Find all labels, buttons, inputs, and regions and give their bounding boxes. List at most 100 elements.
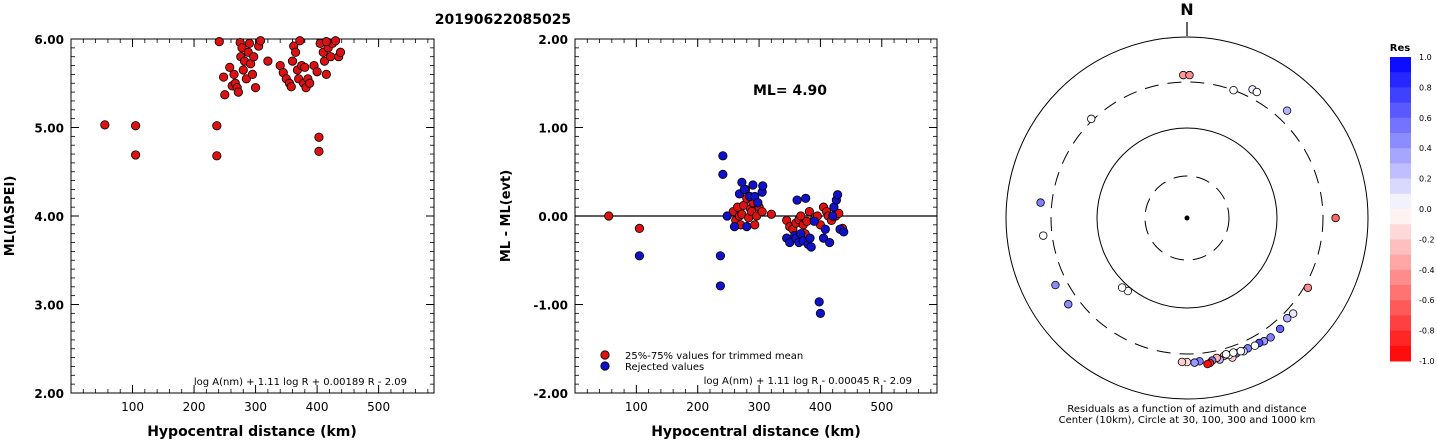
data-point <box>634 251 645 261</box>
ring-30km <box>1144 175 1230 261</box>
station-point <box>1250 341 1260 350</box>
colorbar-label: -0.2 <box>1419 235 1435 244</box>
data-point <box>287 56 298 66</box>
data-point <box>792 195 802 205</box>
data-point <box>739 184 749 195</box>
data-point <box>220 90 230 100</box>
colorbar-cell <box>1390 57 1411 73</box>
colorbar-cell <box>1390 102 1411 119</box>
panel1-x-ticks: 100 200 300 400 500 <box>82 39 429 414</box>
station-point <box>1229 86 1238 95</box>
data-point <box>804 206 814 217</box>
azimuth-caption-line1: Residuals as a function of azimuth and d… <box>1067 404 1306 415</box>
station-point <box>1252 87 1262 97</box>
data-point <box>312 67 322 77</box>
figure-title: 20190622085025 <box>435 12 571 28</box>
station-point <box>1283 314 1292 323</box>
data-point <box>212 151 222 161</box>
station-point <box>1064 300 1073 309</box>
station-point <box>1117 283 1127 292</box>
colorbar-cell <box>1390 254 1411 271</box>
x-tick-label: 300 <box>244 400 267 414</box>
data-point <box>300 62 310 72</box>
data-point <box>131 150 141 160</box>
data-point <box>314 132 324 142</box>
colorbar-cell <box>1390 224 1411 240</box>
station-point <box>1039 231 1048 240</box>
colorbar-cell <box>1390 330 1411 347</box>
colorbar-cell <box>1390 345 1411 362</box>
data-point <box>249 52 259 62</box>
y-tick-label: 1.00 <box>538 122 568 136</box>
colorbar-label: 0.8 <box>1419 83 1432 92</box>
data-point <box>100 120 110 130</box>
ring-300km <box>1050 81 1324 355</box>
data-point <box>750 220 760 230</box>
x-tick-label: 300 <box>748 400 771 414</box>
station-point <box>1203 359 1212 369</box>
colorbar-cell <box>1390 87 1411 104</box>
x-tick-label: 100 <box>625 400 648 414</box>
data-point <box>818 233 829 243</box>
station-point <box>1282 106 1292 115</box>
data-point <box>330 36 341 46</box>
data-point <box>225 62 235 72</box>
panel1-frame <box>70 38 435 394</box>
data-point <box>820 224 830 234</box>
data-point <box>237 43 247 53</box>
data-point <box>815 308 826 318</box>
data-point <box>785 237 795 248</box>
data-point <box>805 233 815 243</box>
data-point <box>729 222 740 232</box>
data-point <box>839 227 849 237</box>
colorbar-cells <box>1390 57 1411 362</box>
data-point <box>335 47 346 57</box>
colorbar-label: -0.6 <box>1419 296 1435 305</box>
panel1-points <box>100 36 346 161</box>
data-point <box>814 297 824 307</box>
data-point <box>722 211 732 221</box>
data-point <box>295 36 305 46</box>
data-point <box>715 251 726 261</box>
colorbar-cell <box>1390 239 1411 256</box>
data-point <box>796 211 806 221</box>
data-point <box>319 56 330 66</box>
colorbar-cell <box>1390 193 1411 210</box>
data-point <box>801 193 811 203</box>
station-point <box>1229 348 1238 357</box>
legend-label-trimmed: 25%-75% values for trimmed mean <box>625 351 803 362</box>
x-tick-label: 500 <box>367 400 390 414</box>
colorbar-label: -0.8 <box>1419 327 1435 336</box>
legend-label-rejected: Rejected values <box>625 362 704 373</box>
ring-100km <box>1096 127 1278 309</box>
station-point <box>1266 333 1275 342</box>
data-point <box>286 82 296 92</box>
data-point <box>634 223 645 233</box>
colorbar-cell <box>1390 269 1411 286</box>
panel-azimuth-plot: N Residuals as a function of azimuth and… <box>1005 0 1369 426</box>
panel2-formula: log A(nm) + 1.11 log R - 0.00045 R - 2.0… <box>704 376 912 387</box>
colorbar-cell <box>1390 148 1411 164</box>
x-tick-label: 200 <box>183 400 206 414</box>
ml-annotation: ML= 4.90 <box>753 83 827 99</box>
data-point <box>757 206 767 217</box>
data-point <box>214 37 224 47</box>
station-point <box>1236 346 1246 356</box>
data-point <box>290 47 301 57</box>
y-tick-label: 5.00 <box>34 122 64 136</box>
data-point <box>244 38 255 49</box>
legend-marker-trimmed <box>600 350 610 360</box>
data-point <box>321 37 331 47</box>
data-point <box>828 211 838 221</box>
x-tick-label: 400 <box>306 400 329 414</box>
colorbar-cell <box>1390 300 1411 316</box>
azimuth-caption-line2: Center (10km), Circle at 30, 100, 300 an… <box>1059 415 1316 426</box>
panel-residual-vs-distance: 100 200 300 400 500 -2.00 -1.00 0.00 1.00 2.00 M… <box>499 33 938 440</box>
y-tick-label: 3.00 <box>34 299 64 313</box>
station-point <box>1331 213 1340 223</box>
panel2-x-ticks: 100 200 300 400 500 <box>586 39 932 414</box>
x-tick-label: 200 <box>686 400 709 414</box>
colorbar-cell <box>1390 72 1411 88</box>
x-tick-label: 100 <box>121 400 144 414</box>
